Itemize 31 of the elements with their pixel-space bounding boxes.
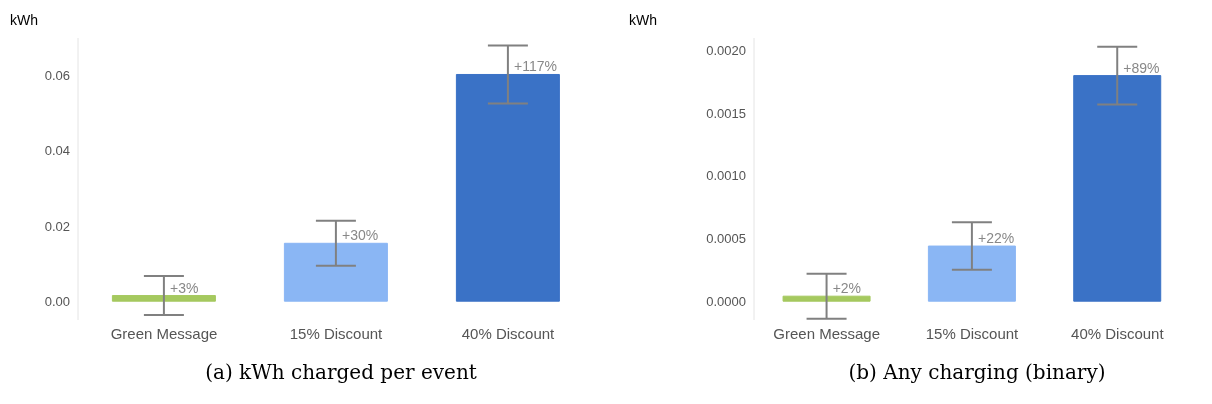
y-tick-label: 0.06 [44,68,70,84]
bar [1073,75,1162,302]
y-tick-label: 0.0000 [706,293,746,309]
x-tick-label: Green Message [110,324,218,342]
text: (b) Any charging (binary) [847,360,1107,384]
y-tick-label: 0.0010 [706,168,746,184]
x-tick-label: 40% Discount [461,324,556,342]
bar [283,242,388,302]
annotation: +22% [978,230,1015,247]
bar [455,73,560,302]
y-axis-title: kWh [629,12,657,28]
y-tick-label: 0.0005 [706,231,746,247]
y-tick-label: 0.00 [44,293,70,309]
x-tick-label: Green Message [773,324,881,342]
annotation: +30% [342,227,379,244]
bar [111,295,216,302]
text: (a) kWh charged per event [204,360,478,384]
y-axis-title: kWh [10,12,38,28]
annotation: +2% [832,280,862,297]
y-tick-label: 0.0020 [706,43,746,59]
y-tick-label: 0.04 [44,143,70,159]
y-tick-label: 0.02 [44,218,70,234]
x-tick-label: 15% Discount [289,324,384,342]
x-tick-label: 40% Discount [1071,324,1165,342]
annotation: +89% [1123,59,1160,76]
bar [927,245,1016,302]
bar [782,295,871,302]
annotation: +117% [514,58,557,75]
annotation: +3% [170,279,199,296]
x-tick-label: 15% Discount [925,324,1020,342]
y-tick-label: 0.0015 [706,105,746,121]
